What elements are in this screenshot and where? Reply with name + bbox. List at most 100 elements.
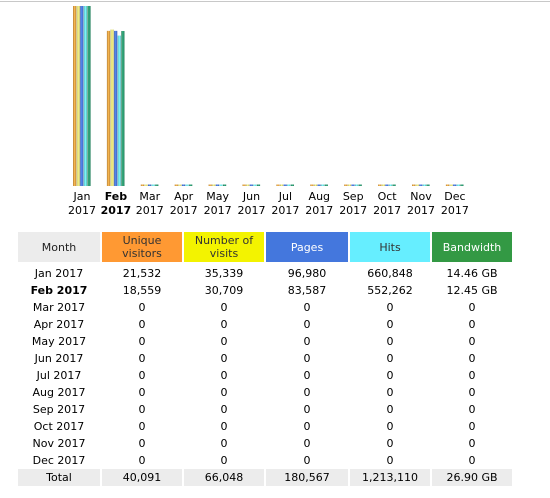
header-pages: Pages	[266, 232, 348, 262]
cell-number-of-visits: 0	[220, 318, 228, 331]
cell-hits: 0	[386, 352, 394, 365]
x-tick-label: Jan 2017	[62, 190, 102, 218]
x-tick-month: Nov	[410, 190, 432, 203]
cell-bandwidth: 14.46 GB	[446, 267, 498, 280]
bar-pages	[419, 184, 423, 186]
cell-month: Mar 2017	[32, 301, 86, 314]
table-row: Apr 2017 0 0 0 0 0	[18, 316, 512, 333]
cell-pages: 0	[303, 352, 311, 365]
x-tick-year: 2017	[407, 204, 435, 217]
cell-bandwidth: 0	[468, 369, 476, 382]
bar-pages	[351, 184, 355, 186]
table-row: Jun 2017 0 0 0 0 0	[18, 350, 512, 367]
bar-pages	[317, 184, 321, 186]
bar-unique-visitors	[106, 30, 111, 186]
cell-pages: 0	[303, 454, 311, 467]
x-tick-month: Jun	[242, 190, 261, 203]
bar-bandwidth	[121, 31, 125, 186]
bar-pages	[114, 30, 118, 186]
bar-unique-visitors	[445, 184, 450, 186]
cell-month: Jun 2017	[34, 352, 84, 365]
x-tick-label: Dec 2017	[435, 190, 475, 218]
header-number-of-visits: Number of visits	[184, 232, 264, 262]
x-tick-label: Apr 2017	[164, 190, 204, 218]
bar-bandwidth	[392, 184, 396, 186]
cell-unique-visitors: 0	[138, 386, 146, 399]
cell-number-of-visits: 0	[220, 386, 228, 399]
bar-pages	[453, 184, 457, 186]
cell-pages: 0	[303, 403, 311, 416]
table-row: Oct 2017 0 0 0 0 0	[18, 418, 512, 435]
table-row: Aug 2017 0 0 0 0 0	[18, 384, 512, 401]
cell-month: Nov 2017	[32, 437, 86, 450]
cell-bandwidth: 0	[468, 403, 476, 416]
x-tick-month: Oct	[377, 190, 397, 203]
x-tick-label: Oct 2017	[367, 190, 407, 218]
x-tick-year: 2017	[440, 204, 469, 217]
total-pages: 180,567	[266, 469, 348, 486]
bar-number-of-visits	[76, 6, 80, 186]
bar-bandwidth	[256, 184, 261, 186]
bar-unique-visitors	[242, 184, 246, 186]
top-divider	[0, 1, 550, 2]
bar-number-of-visits	[178, 184, 182, 186]
cell-unique-visitors: 0	[138, 301, 146, 314]
header-hits: Hits	[350, 232, 430, 262]
bar-unique-visitors	[412, 184, 416, 186]
bar-pages	[181, 184, 186, 186]
x-tick-label: Mar 2017	[130, 190, 170, 218]
table-row: Feb 2017 18,559 30,709 83,587 552,262 12.45 G…	[18, 282, 512, 299]
cell-hits: 0	[386, 403, 394, 416]
bar-bandwidth	[223, 184, 227, 186]
bar-unique-visitors	[378, 184, 382, 186]
bar-number-of-visits	[313, 184, 318, 186]
cell-pages: 83,587	[287, 284, 327, 297]
table-row: Jan 2017 21,532 35,339 96,980 660,848 14.46 G…	[18, 262, 512, 282]
x-tick-label: Jun 2017	[232, 190, 272, 218]
bar-hits	[287, 184, 291, 186]
x-tick-label: May 2017	[198, 190, 238, 218]
cell-pages: 0	[303, 437, 311, 450]
monthly-history-chart	[73, 6, 464, 186]
cell-bandwidth: 0	[468, 386, 476, 399]
bar-pages	[385, 184, 389, 186]
bar-hits	[321, 184, 325, 186]
cell-bandwidth: 0	[468, 352, 476, 365]
cell-number-of-visits: 0	[220, 420, 228, 433]
cell-number-of-visits: 35,339	[204, 267, 244, 280]
cell-hits: 552,262	[367, 284, 413, 297]
cell-pages: 0	[303, 301, 311, 314]
table-row: Jul 2017 0 0 0 0 0	[18, 367, 512, 384]
cell-hits: 0	[386, 420, 394, 433]
table-row: Nov 2017 0 0 0 0 0	[18, 435, 512, 452]
cell-unique-visitors: 0	[138, 318, 146, 331]
cell-hits: 0	[386, 369, 394, 382]
bar-pages	[80, 6, 84, 186]
cell-bandwidth: 0	[468, 335, 476, 348]
cell-number-of-visits: 0	[220, 301, 228, 314]
bar-hits	[388, 184, 393, 186]
cell-hits: 0	[386, 386, 394, 399]
x-tick-year: 2017	[169, 204, 198, 217]
x-tick-month: Jan	[73, 190, 91, 203]
header-unique-visitors: Unique visitors	[102, 232, 182, 262]
bar-unique-visitors	[344, 184, 348, 186]
cell-number-of-visits: 0	[220, 352, 228, 365]
total-label: Total	[18, 469, 100, 486]
bar-hits	[83, 6, 87, 186]
cell-bandwidth: 0	[468, 318, 476, 331]
x-tick-label: Feb 2017	[96, 190, 136, 218]
bar-pages	[148, 184, 152, 186]
bar-number-of-visits	[212, 184, 216, 186]
bar-number-of-visits	[144, 184, 148, 186]
bar-bandwidth	[189, 184, 193, 186]
bar-number-of-visits	[110, 29, 114, 186]
cell-bandwidth: 0	[468, 437, 476, 450]
cell-number-of-visits: 0	[220, 403, 228, 416]
x-tick-year: 2017	[305, 204, 334, 217]
cell-month: Feb 2017	[30, 284, 88, 297]
cell-bandwidth: 0	[468, 301, 476, 314]
cell-pages: 96,980	[287, 267, 327, 280]
cell-bandwidth: 0	[468, 454, 476, 467]
bar-bandwidth	[324, 184, 328, 186]
